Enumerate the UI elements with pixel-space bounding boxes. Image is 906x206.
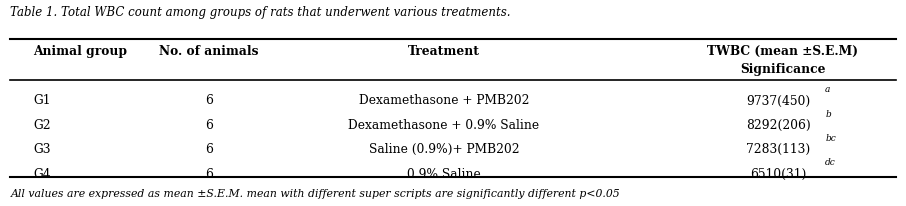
Text: 6510(31): 6510(31)	[750, 168, 806, 181]
Text: Treatment: Treatment	[408, 45, 480, 58]
Text: No. of animals: No. of animals	[159, 45, 259, 58]
Text: 6: 6	[205, 168, 213, 181]
Text: Dexamethasone + PMB202: Dexamethasone + PMB202	[359, 95, 529, 108]
Text: 0.9% Saline: 0.9% Saline	[407, 168, 481, 181]
Text: 6: 6	[205, 119, 213, 132]
Text: dc: dc	[825, 158, 836, 167]
Text: TWBC (mean ±S.E.M): TWBC (mean ±S.E.M)	[708, 45, 858, 58]
Text: 6: 6	[205, 95, 213, 108]
Text: All values are expressed as mean ±S.E.M. mean with different super scripts are s: All values are expressed as mean ±S.E.M.…	[11, 189, 620, 199]
Text: G4: G4	[33, 168, 51, 181]
Text: G2: G2	[33, 119, 51, 132]
Text: Significance: Significance	[740, 63, 825, 76]
Text: 7283(113): 7283(113)	[746, 143, 810, 156]
Text: 9737(450): 9737(450)	[746, 95, 810, 108]
Text: b: b	[825, 110, 831, 119]
Text: 6: 6	[205, 143, 213, 156]
Text: G1: G1	[33, 95, 51, 108]
Text: bc: bc	[825, 134, 836, 143]
Text: Saline (0.9%)+ PMB202: Saline (0.9%)+ PMB202	[369, 143, 519, 156]
Text: a: a	[825, 85, 831, 94]
Text: Dexamethasone + 0.9% Saline: Dexamethasone + 0.9% Saline	[349, 119, 540, 132]
Text: Animal group: Animal group	[33, 45, 127, 58]
Text: 8292(206): 8292(206)	[746, 119, 811, 132]
Text: Table 1. Total WBC count among groups of rats that underwent various treatments.: Table 1. Total WBC count among groups of…	[11, 6, 511, 20]
Text: G3: G3	[33, 143, 51, 156]
